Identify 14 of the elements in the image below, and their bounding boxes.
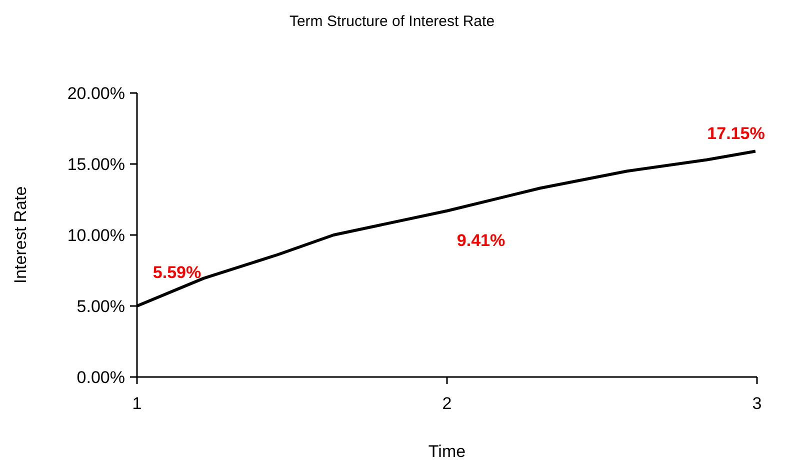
- y-tick-label: 15.00%: [67, 154, 125, 174]
- y-tick-label: 0.00%: [76, 368, 125, 387]
- y-tick-label: 20.00%: [67, 84, 125, 103]
- x-tick-label: 2: [442, 394, 452, 413]
- x-axis-title: Time: [428, 442, 466, 461]
- annotation: 17.15%: [707, 124, 765, 143]
- y-axis-title: Interest Rate: [11, 186, 30, 284]
- x-tick-label: 3: [752, 394, 762, 413]
- annotation: 9.41%: [456, 230, 506, 250]
- chart-title: Term Structure of Interest Rate: [289, 13, 495, 30]
- annotation: 5.59%: [152, 262, 202, 282]
- x-tick-label: 1: [132, 394, 142, 413]
- y-tick-label: 5.00%: [76, 296, 125, 316]
- y-tick-label: 10.00%: [67, 226, 125, 245]
